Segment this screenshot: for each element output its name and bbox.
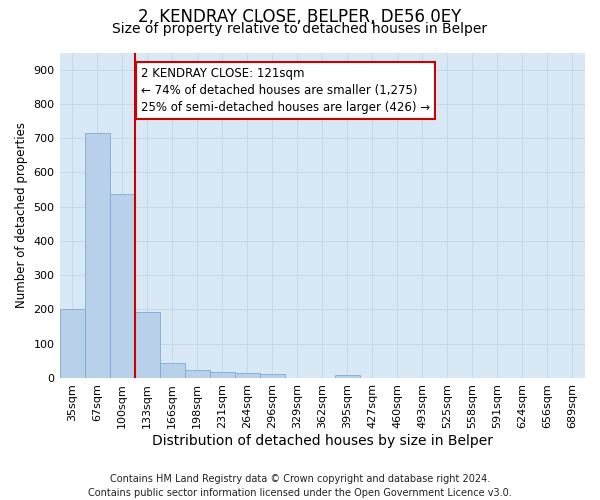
Text: Contains HM Land Registry data © Crown copyright and database right 2024.
Contai: Contains HM Land Registry data © Crown c… xyxy=(88,474,512,498)
Text: 2, KENDRAY CLOSE, BELPER, DE56 0EY: 2, KENDRAY CLOSE, BELPER, DE56 0EY xyxy=(139,8,461,26)
Bar xyxy=(260,374,285,378)
X-axis label: Distribution of detached houses by size in Belper: Distribution of detached houses by size … xyxy=(152,434,493,448)
Bar xyxy=(85,133,110,378)
Bar xyxy=(160,362,185,378)
Bar xyxy=(110,194,134,378)
Text: 2 KENDRAY CLOSE: 121sqm
← 74% of detached houses are smaller (1,275)
25% of semi: 2 KENDRAY CLOSE: 121sqm ← 74% of detache… xyxy=(141,67,430,114)
Bar xyxy=(335,374,360,378)
Bar xyxy=(209,372,235,378)
Bar xyxy=(134,312,160,378)
Bar xyxy=(185,370,209,378)
Bar xyxy=(59,310,85,378)
Bar xyxy=(235,373,260,378)
Y-axis label: Number of detached properties: Number of detached properties xyxy=(15,122,28,308)
Text: Size of property relative to detached houses in Belper: Size of property relative to detached ho… xyxy=(112,22,488,36)
